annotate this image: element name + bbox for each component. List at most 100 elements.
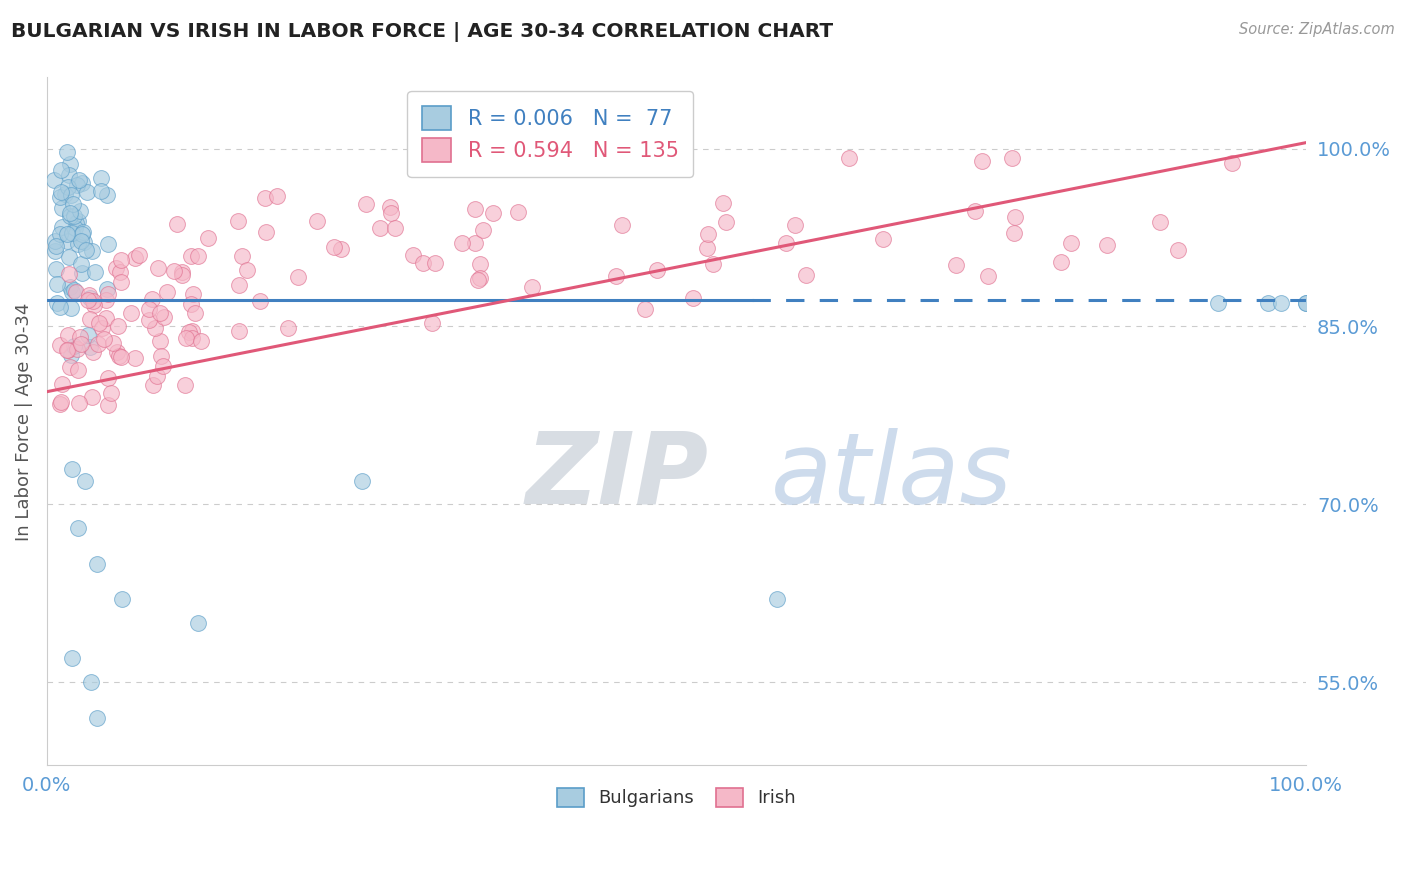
Point (149, 334, 172, 349)
Point (794, 268, 817, 282)
Point (1295, 295, 1317, 310)
Point (56, 343, 79, 357)
Point (60, 651, 83, 665)
Point (716, 215, 738, 229)
Point (56, 145, 79, 160)
Point (56, 234, 79, 248)
Point (197, 231, 219, 245)
Point (963, 204, 986, 219)
Point (65, 217, 87, 231)
Point (76, 327, 98, 342)
Point (464, 202, 486, 217)
Point (1295, 295, 1317, 310)
Point (172, 265, 194, 279)
Point (696, 241, 718, 255)
Point (49, 162, 72, 177)
Point (420, 316, 443, 330)
Point (945, 258, 967, 272)
Point (70, 257, 93, 271)
Point (1206, 295, 1229, 310)
Point (82, 293, 104, 308)
Point (256, 225, 278, 239)
Point (72, 266, 94, 280)
Point (60, 462, 83, 476)
Point (231, 249, 253, 263)
Point (1002, 226, 1025, 240)
Point (73, 474, 96, 488)
Point (143, 321, 166, 335)
Point (872, 232, 894, 246)
Point (82, 344, 104, 359)
Point (108, 265, 131, 279)
Text: Source: ZipAtlas.com: Source: ZipAtlas.com (1239, 22, 1395, 37)
Point (96, 282, 118, 296)
Point (1270, 295, 1292, 310)
Point (1060, 235, 1083, 250)
Point (69, 234, 91, 248)
Point (107, 319, 129, 334)
Point (56, 343, 79, 358)
Point (51, 377, 73, 392)
Point (49, 185, 72, 199)
Point (59, 209, 82, 223)
Point (163, 264, 186, 278)
Point (67, 521, 90, 535)
Point (62, 197, 84, 211)
Point (97, 236, 120, 251)
Point (111, 592, 134, 607)
Point (44, 234, 66, 248)
Point (86, 336, 108, 351)
Point (180, 324, 202, 338)
Point (94, 293, 117, 308)
Point (67, 237, 90, 252)
Text: BULGARIAN VS IRISH IN LABOR FORCE | AGE 30-34 CORRELATION CHART: BULGARIAN VS IRISH IN LABOR FORCE | AGE … (11, 22, 834, 42)
Point (93, 332, 115, 346)
Point (46, 277, 69, 291)
Point (96, 187, 118, 202)
Point (63, 209, 86, 223)
Point (66, 178, 89, 192)
Legend: Bulgarians, Irish: Bulgarians, Irish (550, 780, 803, 814)
Point (63, 339, 86, 353)
Point (249, 294, 271, 309)
Point (153, 310, 176, 324)
Point (972, 153, 994, 168)
Point (49, 394, 72, 409)
Point (402, 247, 425, 261)
Point (70, 177, 93, 191)
Point (70, 227, 93, 241)
Point (48, 300, 70, 314)
Point (97, 287, 120, 301)
Point (181, 286, 204, 301)
Point (58, 168, 80, 182)
Point (1222, 156, 1244, 170)
Point (149, 306, 172, 320)
Point (87, 316, 110, 330)
Point (977, 268, 1000, 283)
Point (1050, 254, 1073, 268)
Point (138, 301, 160, 316)
Point (53, 186, 76, 201)
Point (110, 252, 132, 267)
Point (142, 378, 165, 392)
Point (56, 328, 79, 343)
Point (77, 288, 100, 302)
Point (108, 349, 131, 363)
Point (45, 261, 67, 276)
Point (682, 291, 704, 305)
Point (44, 244, 66, 258)
Point (467, 273, 489, 287)
Point (58, 267, 80, 281)
Point (166, 217, 188, 231)
Point (184, 306, 207, 320)
Point (174, 331, 197, 345)
Point (634, 302, 657, 317)
Point (647, 262, 669, 277)
Point (470, 257, 492, 271)
Point (522, 279, 544, 293)
Point (69, 330, 91, 344)
Point (82, 391, 104, 405)
Point (1257, 295, 1279, 310)
Point (1095, 238, 1118, 252)
Point (86, 557, 108, 571)
